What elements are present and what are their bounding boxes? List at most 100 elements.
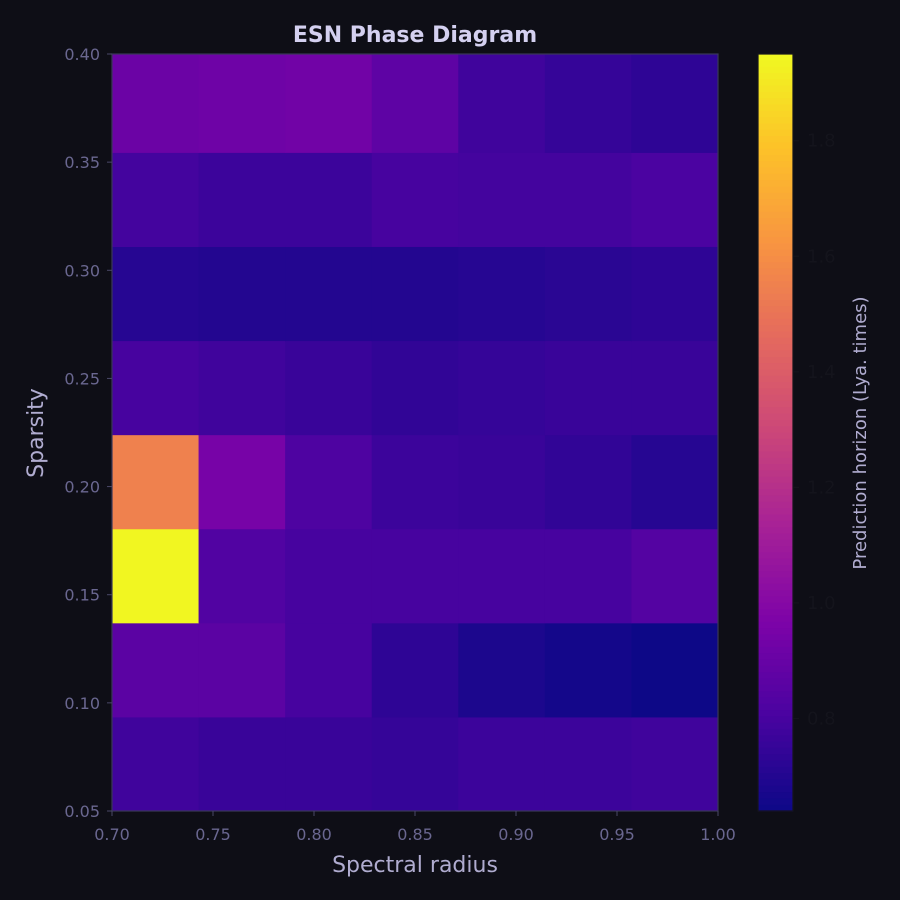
colorbar-segment [758, 438, 793, 446]
y-tick-label: 0.30 [64, 261, 100, 280]
heatmap-cell [544, 716, 632, 812]
heatmap-cell [371, 340, 459, 436]
colorbar-segment [758, 110, 793, 118]
heatmap-cell [544, 340, 632, 436]
colorbar-segment [758, 445, 793, 453]
colorbar-tick-label: 1.0 [807, 593, 836, 614]
colorbar-tick-label: 1.2 [807, 477, 836, 498]
heatmap-cell [198, 716, 286, 812]
colorbar-tick-label: 1.4 [807, 362, 836, 383]
colorbar-frame [757, 53, 794, 812]
colorbar-segment [758, 596, 793, 604]
colorbar-segment [758, 710, 793, 717]
colorbar-segment [758, 236, 793, 244]
x-tick-label: 1.00 [700, 825, 736, 844]
heatmap-cell [631, 54, 719, 153]
colorbar-segment [758, 407, 793, 415]
colorbar-segment [758, 129, 793, 137]
heatmap-cell [198, 434, 286, 530]
colorbar-segment [758, 457, 793, 465]
heatmap-cell [285, 246, 373, 342]
colorbar-segment [758, 394, 793, 402]
colorbar-segment [758, 476, 793, 484]
colorbar-segment [758, 501, 793, 509]
y-tick-label: 0.25 [64, 369, 100, 388]
heatmap-cell [631, 152, 719, 247]
colorbar-segment [758, 773, 793, 781]
colorbar-segment [758, 318, 793, 326]
colorbar-segment [758, 747, 793, 755]
heatmap-cell [631, 528, 719, 624]
colorbar-segment [758, 684, 793, 692]
heatmap-cell [285, 54, 373, 153]
colorbar-segment [758, 72, 793, 80]
colorbar-segment [758, 91, 793, 99]
colorbar-segment [758, 659, 793, 667]
colorbar-segment [758, 413, 793, 421]
colorbar-segment [758, 564, 793, 572]
heatmap-cell [458, 528, 546, 624]
colorbar-segment [758, 400, 793, 408]
colorbar-segment [758, 262, 793, 270]
colorbar-segment [758, 703, 793, 711]
colorbar-segment [758, 167, 793, 175]
colorbar-segment [758, 79, 793, 87]
colorbar-segment [758, 54, 793, 61]
colorbar-segment [758, 356, 793, 364]
colorbar-segment [758, 224, 793, 232]
heatmap-cell [371, 246, 459, 342]
x-tick-label: 0.85 [397, 825, 433, 844]
colorbar-segment [758, 634, 793, 642]
heatmap-cell [112, 152, 200, 247]
colorbar-segment [758, 779, 793, 787]
colorbar-segment [758, 728, 793, 736]
colorbar-segment [758, 281, 793, 289]
colorbar-segment [758, 306, 793, 314]
colorbar-segment [758, 293, 793, 301]
colorbar-tick-label: 1.8 [807, 131, 836, 152]
colorbar-segment [758, 192, 793, 200]
heatmap-cell [112, 246, 200, 342]
colorbar-segment [758, 382, 793, 389]
heatmap-cell [285, 434, 373, 530]
x-tick-label: 0.70 [94, 825, 130, 844]
colorbar-segment [758, 154, 793, 162]
colorbar-tick-label: 0.8 [807, 709, 836, 730]
colorbar-segment [758, 388, 793, 396]
heatmap-cell [285, 622, 373, 718]
colorbar-segment [758, 161, 793, 169]
x-tick-label: 0.95 [599, 825, 635, 844]
colorbar-segment [758, 508, 793, 516]
colorbar-segment [758, 792, 793, 799]
heatmap-cell [371, 54, 459, 153]
heatmap-cell [631, 340, 719, 436]
colorbar-segment [758, 653, 793, 661]
colorbar-segment [758, 148, 793, 156]
colorbar-segment [758, 489, 793, 497]
colorbar-segment [758, 552, 793, 560]
colorbar-segment [758, 66, 793, 74]
colorbar-segment [758, 621, 793, 629]
chart-title: ESN Phase Diagram [293, 23, 537, 48]
colorbar-segment [758, 274, 793, 282]
colorbar-segment [758, 369, 793, 377]
colorbar-segment [758, 350, 793, 358]
heatmap-cell [544, 54, 632, 153]
colorbar-segment [758, 117, 793, 124]
heatmap-cell [631, 434, 719, 530]
colorbar-segment [758, 205, 793, 213]
colorbar-segment [758, 533, 793, 541]
colorbar-segment [758, 142, 793, 150]
colorbar-segment [758, 199, 793, 206]
colorbar-segment [758, 665, 793, 673]
colorbar-segment [758, 211, 793, 219]
colorbar-segment [758, 716, 793, 724]
colorbar-segment [758, 520, 793, 528]
heatmap-cell [631, 246, 719, 342]
colorbar-segment [758, 98, 793, 106]
heatmap-cell [458, 340, 546, 436]
y-tick-label: 0.15 [64, 586, 100, 605]
heatmap-cell [371, 716, 459, 812]
colorbar-segment [758, 186, 793, 194]
